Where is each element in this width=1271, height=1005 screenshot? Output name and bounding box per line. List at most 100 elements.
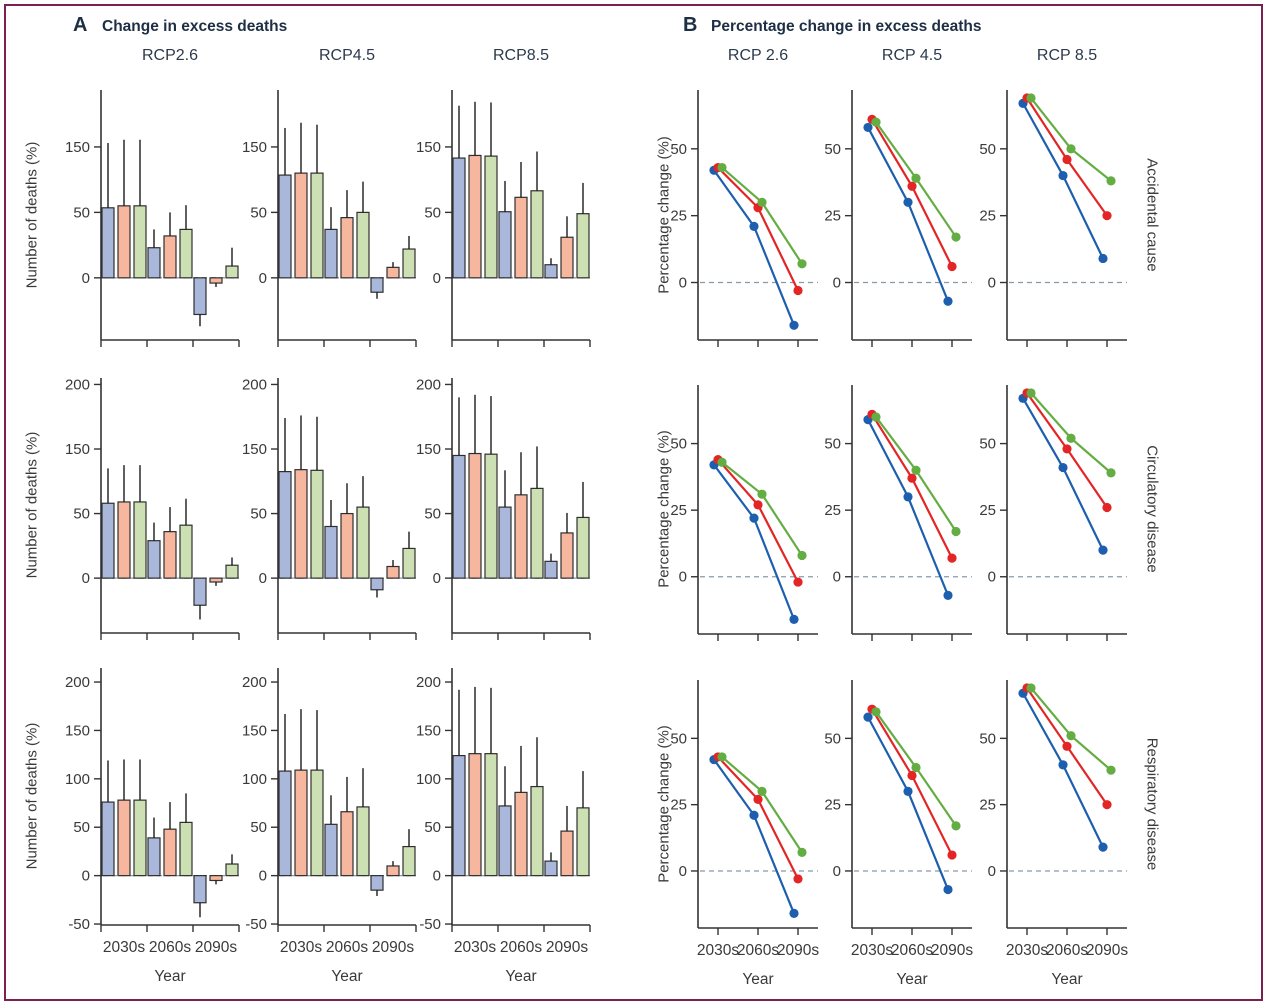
panel-b-header-rcp45: RCP 4.5	[881, 47, 943, 64]
bar-green-2030s	[310, 172, 324, 279]
bar-salmon-2090s	[560, 532, 574, 579]
chart-a-accidental-rcp45: 150 50 0	[242, 90, 417, 347]
panel-a-header-rcp45: RCP4.5	[318, 47, 376, 64]
bar-green-2060s	[356, 806, 370, 877]
data-point-green-2030s	[871, 117, 881, 127]
bar-blue-2060s	[147, 247, 161, 279]
y-tick-label: 200	[65, 674, 90, 691]
bar-salmon-2060s	[514, 494, 528, 579]
chart-a-accidental-rcp26: 150 50 0	[65, 90, 240, 347]
y-tick-label: 50	[424, 204, 441, 221]
data-point-green-2090s	[951, 526, 961, 537]
y-tick-label: 200	[416, 674, 441, 691]
x-tick-label-2030s: 2030s	[697, 942, 739, 959]
x-axis-title: Year	[331, 968, 362, 985]
y-tick-label: 150	[242, 139, 267, 156]
x-tick-label-2030s: 2030s	[280, 939, 322, 956]
bar-green-2060s	[179, 821, 193, 877]
y-tick-label: 25	[979, 208, 996, 225]
data-point-green-2060s	[757, 489, 767, 499]
y-tick-label: 50	[424, 506, 441, 523]
y-tick-label: 0	[988, 863, 996, 880]
x-axis-title: Year	[1051, 971, 1082, 988]
y-tick-label: 150	[416, 441, 441, 458]
series-line-red	[717, 458, 799, 583]
chart-container-a-accidental-rcp85: 150 50 0	[394, 76, 606, 409]
row-label-respiratory-disease: Respiratory disease	[1143, 737, 1161, 871]
y-tick-label: -50	[68, 916, 90, 933]
chart-container-b-respiratory-rcp26: 50 25 0 2030s 2060s 2090s Year	[640, 666, 834, 997]
chart-b-accidental-rcp26: 50 25 0	[670, 90, 818, 347]
data-point-blue-2030s	[863, 122, 873, 133]
bar-salmon-2060s	[340, 217, 354, 279]
x-tick-label-2030s: 2030s	[103, 939, 145, 956]
y-tick-label: 0	[833, 863, 841, 880]
y-tick-label: 25	[670, 797, 687, 814]
data-point-red-2090s	[793, 577, 803, 587]
panel-a-letter: A	[73, 14, 88, 36]
chart-b-accidental-rcp85: 50 25 0	[979, 90, 1127, 347]
y-tick-label: 0	[433, 868, 441, 885]
y-tick-label: 0	[259, 270, 267, 287]
bar-blue-2060s	[147, 837, 161, 877]
bar-green-2060s	[179, 524, 193, 579]
data-point-blue-2060s	[903, 492, 913, 502]
y-tick-label: 100	[416, 771, 441, 788]
panel-a-ylabel-row3: Number of deaths (%)	[23, 722, 41, 870]
data-point-red-2060s	[907, 770, 917, 781]
bar-blue-2090s	[370, 577, 384, 591]
y-tick-label: 200	[416, 376, 441, 393]
x-tick-label-2090s: 2090s	[372, 939, 414, 956]
bar-blue-2030s	[101, 207, 115, 279]
y-tick-label: 0	[259, 868, 267, 885]
y-tick-label: 25	[824, 797, 841, 814]
bar-blue-2090s	[544, 264, 558, 279]
x-axis-title: Year	[505, 968, 536, 985]
bar-green-2030s	[310, 769, 324, 877]
data-point-red-2060s	[753, 500, 763, 510]
bar-salmon-2030s	[294, 769, 308, 877]
bar-green-2060s	[530, 190, 544, 279]
bar-salmon-2030s	[294, 469, 308, 579]
bar-salmon-2090s	[386, 565, 400, 579]
series-line-blue	[1022, 692, 1104, 848]
data-point-blue-2060s	[1058, 760, 1068, 770]
y-tick-label: 0	[82, 868, 90, 885]
x-axis-title: Year	[154, 968, 185, 985]
data-point-green-2090s	[1106, 176, 1116, 186]
data-point-red-2060s	[907, 473, 917, 483]
data-point-red-2090s	[1102, 211, 1112, 221]
data-point-green-2030s	[1026, 683, 1036, 693]
chart-container-a-accidental-rcp26: 150 50 0	[43, 76, 255, 409]
x-tick-label-2090s: 2090s	[195, 939, 237, 956]
data-point-blue-2090s	[1098, 842, 1108, 852]
data-point-green-2060s	[911, 173, 921, 183]
chart-a-respiratory-rcp45: 200 150 100 50 0 -50 2030s 2060s 2090s Year	[242, 668, 417, 985]
bar-green-2060s	[179, 228, 193, 279]
bar-green-2060s	[530, 785, 544, 877]
x-tick-label-2060s: 2060s	[500, 939, 542, 956]
bar-green-2060s	[530, 487, 544, 579]
chart-container-b-circulatory-rcp85: 50 25 0	[949, 371, 1143, 703]
y-tick-label: 50	[424, 819, 441, 836]
data-point-blue-2090s	[789, 320, 799, 330]
bar-blue-2090s	[544, 860, 558, 877]
data-point-green-2090s	[1106, 765, 1116, 775]
bar-green-2030s	[133, 799, 147, 877]
y-tick-label: 50	[73, 204, 90, 221]
y-tick-label: 0	[679, 863, 687, 880]
data-point-blue-2090s	[943, 296, 953, 306]
y-tick-label: 50	[250, 819, 267, 836]
x-axis-title: Year	[742, 971, 773, 988]
bar-blue-2090s	[193, 277, 207, 316]
data-point-green-2060s	[1066, 433, 1076, 443]
y-tick-label: 50	[670, 730, 687, 747]
data-point-red-2090s	[1102, 502, 1112, 513]
data-point-green-2030s	[1026, 93, 1036, 103]
bar-green-2090s	[225, 564, 239, 579]
y-tick-label: 150	[242, 722, 267, 739]
data-point-blue-2060s	[749, 810, 759, 820]
bar-green-2090s	[576, 516, 590, 579]
